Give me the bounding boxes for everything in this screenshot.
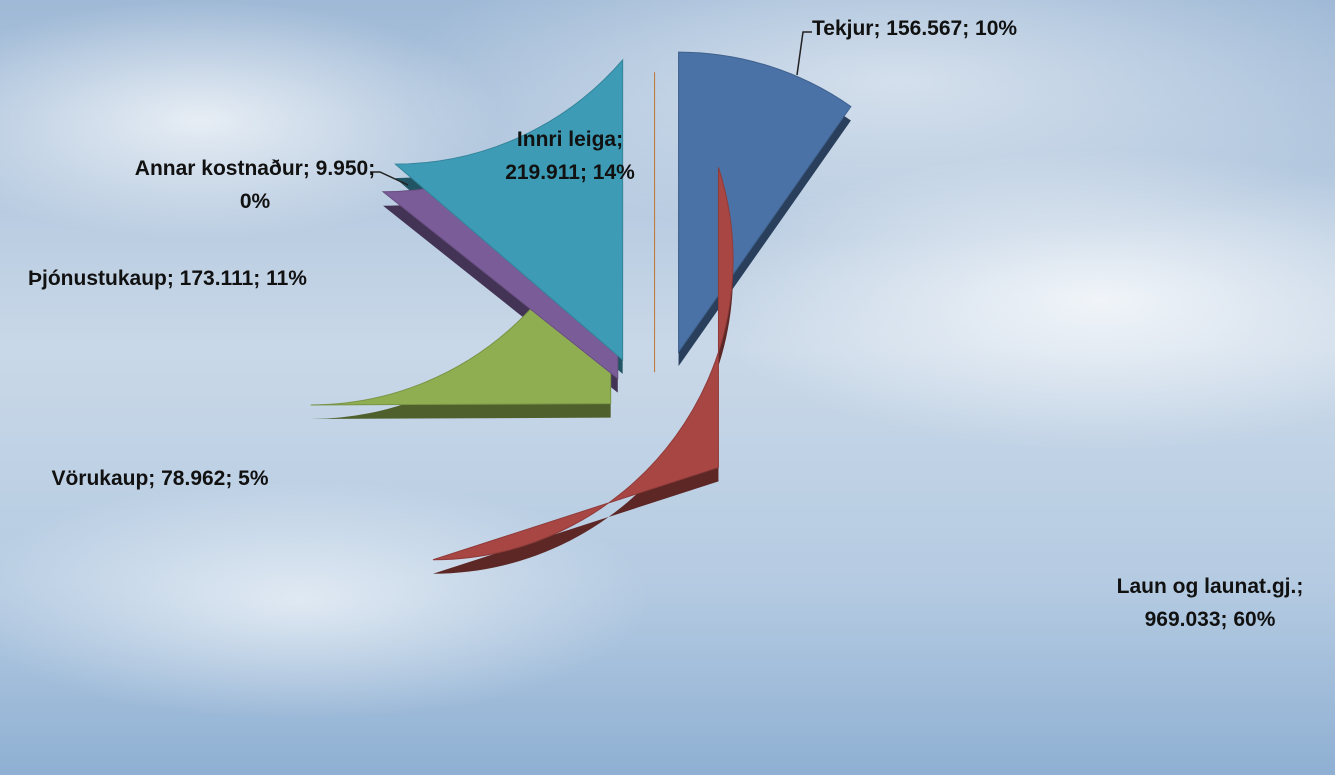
page: Tekjur; 156.567; 10% Laun og launat.gj.;… [0,0,1335,775]
data-label: Annar kostnaður; 9.950; 0% [125,152,385,218]
data-label: Laun og launat.gj.; 969.033; 60% [1080,570,1335,636]
data-label: Þjónustukaup; 173.111; 11% [0,262,335,295]
leader-line [797,32,812,75]
data-label: Vörukaup; 78.962; 5% [0,462,320,495]
data-label: Tekjur; 156.567; 10% [812,12,1112,45]
data-label: Innri leiga; 219.911; 14% [505,123,635,189]
slice [679,52,851,352]
chart [0,0,1335,775]
